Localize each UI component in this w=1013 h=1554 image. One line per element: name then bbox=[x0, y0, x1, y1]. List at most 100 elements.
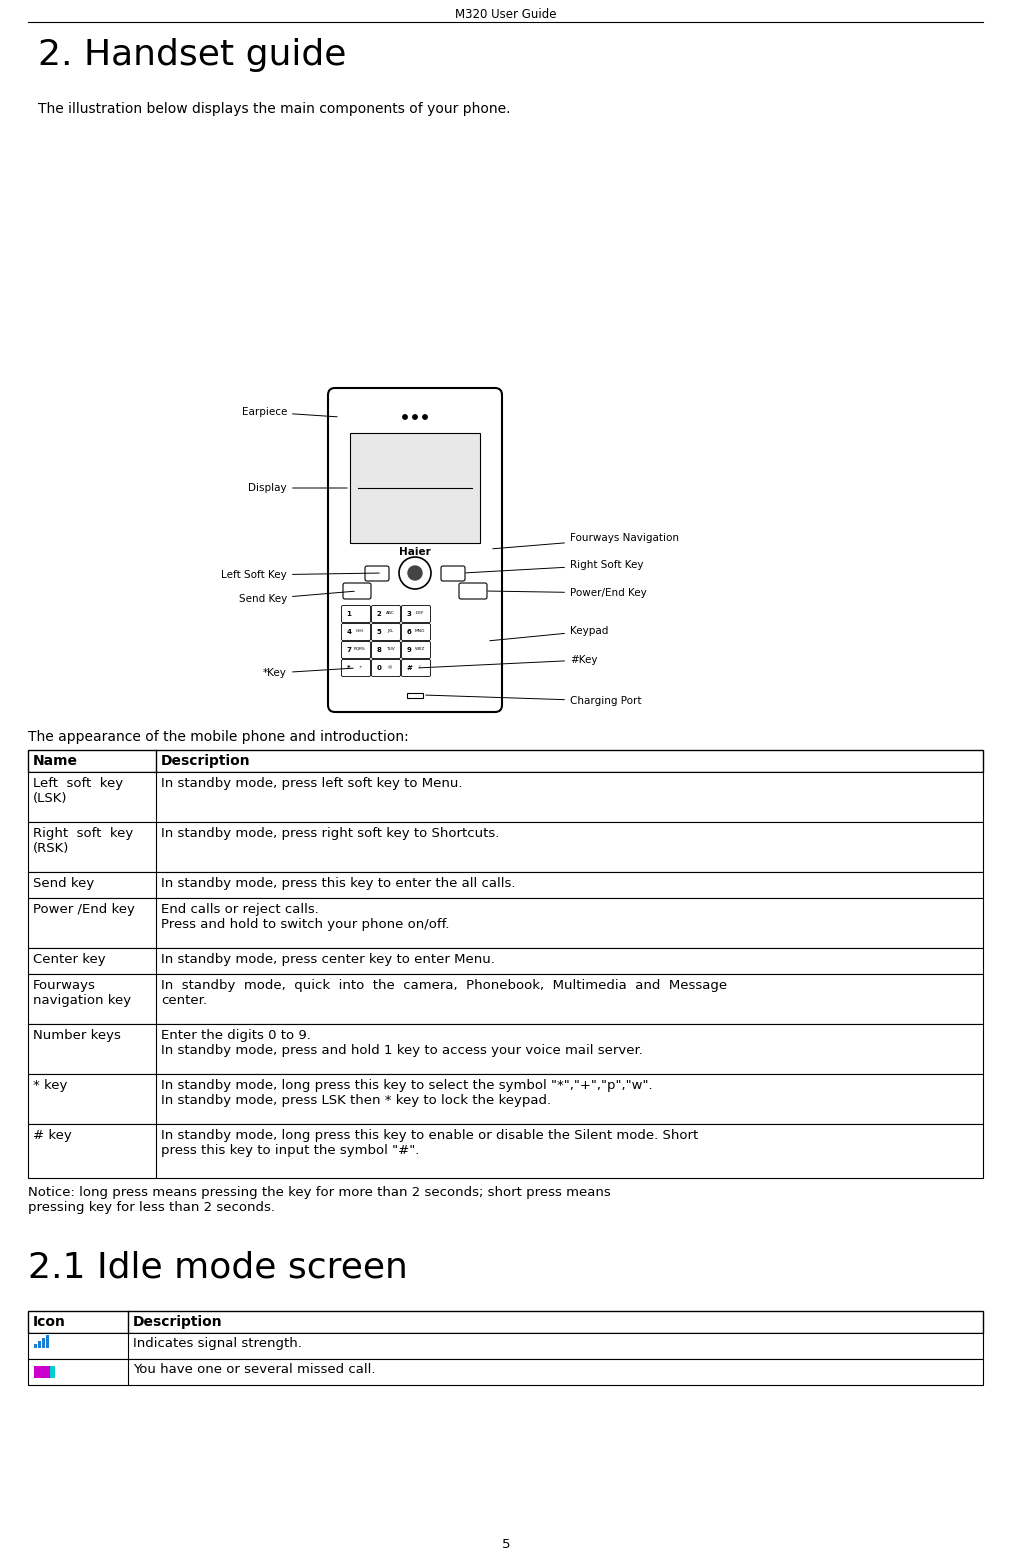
Text: 2. Handset guide: 2. Handset guide bbox=[38, 37, 346, 71]
Text: Left  soft  key
(LSK): Left soft key (LSK) bbox=[33, 777, 124, 805]
Bar bbox=[50, 1366, 55, 1378]
FancyBboxPatch shape bbox=[401, 642, 431, 659]
Text: The appearance of the mobile phone and introduction:: The appearance of the mobile phone and i… bbox=[28, 730, 409, 744]
Text: In  standby  mode,  quick  into  the  camera,  Phonebook,  Multimedia  and  Mess: In standby mode, quick into the camera, … bbox=[161, 979, 727, 1007]
Text: DEF: DEF bbox=[415, 611, 424, 615]
Text: @: @ bbox=[388, 665, 392, 670]
Text: 8: 8 bbox=[377, 646, 382, 653]
Text: In standby mode, long press this key to select the symbol "*","+","p","w".
In st: In standby mode, long press this key to … bbox=[161, 1078, 652, 1106]
Text: Earpiece: Earpiece bbox=[242, 407, 337, 416]
Bar bbox=[28, 772, 983, 822]
Text: * key: * key bbox=[33, 1078, 68, 1092]
Bar bbox=[42, 1338, 45, 1347]
FancyBboxPatch shape bbox=[341, 642, 371, 659]
FancyBboxPatch shape bbox=[372, 606, 400, 623]
Text: 6: 6 bbox=[406, 629, 411, 636]
Bar bbox=[28, 1024, 983, 1074]
Bar bbox=[28, 822, 983, 872]
Text: *Key: *Key bbox=[263, 668, 354, 678]
Bar bbox=[34, 1366, 50, 1378]
Text: Haier: Haier bbox=[399, 547, 431, 556]
Text: WXZ: WXZ bbox=[414, 646, 425, 651]
Text: # key: # key bbox=[33, 1130, 72, 1142]
Bar bbox=[28, 948, 983, 974]
Text: Right  soft  key
(RSK): Right soft key (RSK) bbox=[33, 827, 134, 855]
Text: M320 User Guide: M320 User Guide bbox=[455, 8, 557, 22]
FancyBboxPatch shape bbox=[401, 659, 431, 676]
FancyBboxPatch shape bbox=[343, 583, 371, 598]
Text: Indicates signal strength.: Indicates signal strength. bbox=[133, 1336, 302, 1350]
Text: In standby mode, press right soft key to Shortcuts.: In standby mode, press right soft key to… bbox=[161, 827, 499, 841]
Text: TUV: TUV bbox=[386, 646, 394, 651]
Text: Notice: long press means pressing the key for more than 2 seconds; short press m: Notice: long press means pressing the ke… bbox=[28, 1186, 611, 1214]
Bar bbox=[28, 1360, 983, 1385]
Text: #Key: #Key bbox=[418, 654, 598, 668]
Bar bbox=[46, 1335, 49, 1347]
Text: 5: 5 bbox=[377, 629, 381, 636]
Text: GHI: GHI bbox=[356, 629, 364, 632]
Bar bbox=[28, 872, 983, 898]
Bar bbox=[28, 898, 983, 948]
Text: The illustration below displays the main components of your phone.: The illustration below displays the main… bbox=[38, 103, 511, 117]
Text: ABC: ABC bbox=[386, 611, 394, 615]
Text: 5: 5 bbox=[501, 1538, 511, 1551]
Text: Description: Description bbox=[161, 754, 250, 768]
Text: *: * bbox=[347, 665, 350, 671]
Text: Keypad: Keypad bbox=[489, 626, 609, 640]
Text: Send key: Send key bbox=[33, 876, 94, 890]
Text: 1: 1 bbox=[346, 611, 352, 617]
Text: 7: 7 bbox=[346, 646, 352, 653]
FancyBboxPatch shape bbox=[441, 566, 465, 581]
Bar bbox=[28, 1333, 983, 1360]
Text: Fourways Navigation: Fourways Navigation bbox=[492, 533, 679, 549]
Text: Number keys: Number keys bbox=[33, 1029, 121, 1043]
Bar bbox=[28, 751, 983, 772]
Text: 4: 4 bbox=[346, 629, 352, 636]
Circle shape bbox=[403, 415, 407, 420]
Circle shape bbox=[399, 556, 431, 589]
FancyBboxPatch shape bbox=[365, 566, 389, 581]
Text: 3: 3 bbox=[406, 611, 411, 617]
Text: Power/End Key: Power/End Key bbox=[488, 587, 646, 598]
Text: /: / bbox=[419, 665, 420, 670]
FancyBboxPatch shape bbox=[459, 583, 487, 598]
Circle shape bbox=[422, 415, 427, 420]
Bar bbox=[407, 693, 423, 698]
Text: End calls or reject calls.
Press and hold to switch your phone on/off.: End calls or reject calls. Press and hol… bbox=[161, 903, 450, 931]
Text: +: + bbox=[359, 665, 362, 670]
Text: Center key: Center key bbox=[33, 953, 105, 967]
FancyBboxPatch shape bbox=[341, 659, 371, 676]
Bar bbox=[28, 1074, 983, 1124]
Text: Left Soft Key: Left Soft Key bbox=[221, 570, 379, 580]
FancyBboxPatch shape bbox=[341, 606, 371, 623]
Text: Display: Display bbox=[248, 483, 347, 493]
Text: 2: 2 bbox=[377, 611, 381, 617]
Bar bbox=[350, 434, 480, 542]
Text: In standby mode, press left soft key to Menu.: In standby mode, press left soft key to … bbox=[161, 777, 463, 789]
Circle shape bbox=[408, 566, 422, 580]
FancyBboxPatch shape bbox=[328, 388, 502, 712]
Text: Fourways
navigation key: Fourways navigation key bbox=[33, 979, 131, 1007]
Text: JKL: JKL bbox=[387, 629, 393, 632]
Text: Icon: Icon bbox=[33, 1315, 66, 1329]
Text: Right Soft Key: Right Soft Key bbox=[466, 559, 643, 573]
FancyBboxPatch shape bbox=[401, 623, 431, 640]
Text: #: # bbox=[406, 665, 412, 671]
Bar bbox=[28, 1312, 983, 1333]
Text: PQRS: PQRS bbox=[355, 646, 366, 651]
FancyBboxPatch shape bbox=[372, 642, 400, 659]
Text: Charging Port: Charging Port bbox=[425, 695, 641, 706]
Bar bbox=[28, 1124, 983, 1178]
FancyBboxPatch shape bbox=[372, 659, 400, 676]
Text: In standby mode, long press this key to enable or disable the Silent mode. Short: In standby mode, long press this key to … bbox=[161, 1130, 698, 1158]
Text: 9: 9 bbox=[406, 646, 411, 653]
Text: In standby mode, press center key to enter Menu.: In standby mode, press center key to ent… bbox=[161, 953, 495, 967]
FancyBboxPatch shape bbox=[372, 623, 400, 640]
Text: Enter the digits 0 to 9.
In standby mode, press and hold 1 key to access your vo: Enter the digits 0 to 9. In standby mode… bbox=[161, 1029, 643, 1057]
FancyBboxPatch shape bbox=[341, 623, 371, 640]
Text: Power /End key: Power /End key bbox=[33, 903, 135, 915]
Text: You have one or several missed call.: You have one or several missed call. bbox=[133, 1363, 376, 1375]
Text: Description: Description bbox=[133, 1315, 223, 1329]
Bar bbox=[38, 1341, 41, 1347]
Text: Name: Name bbox=[33, 754, 78, 768]
